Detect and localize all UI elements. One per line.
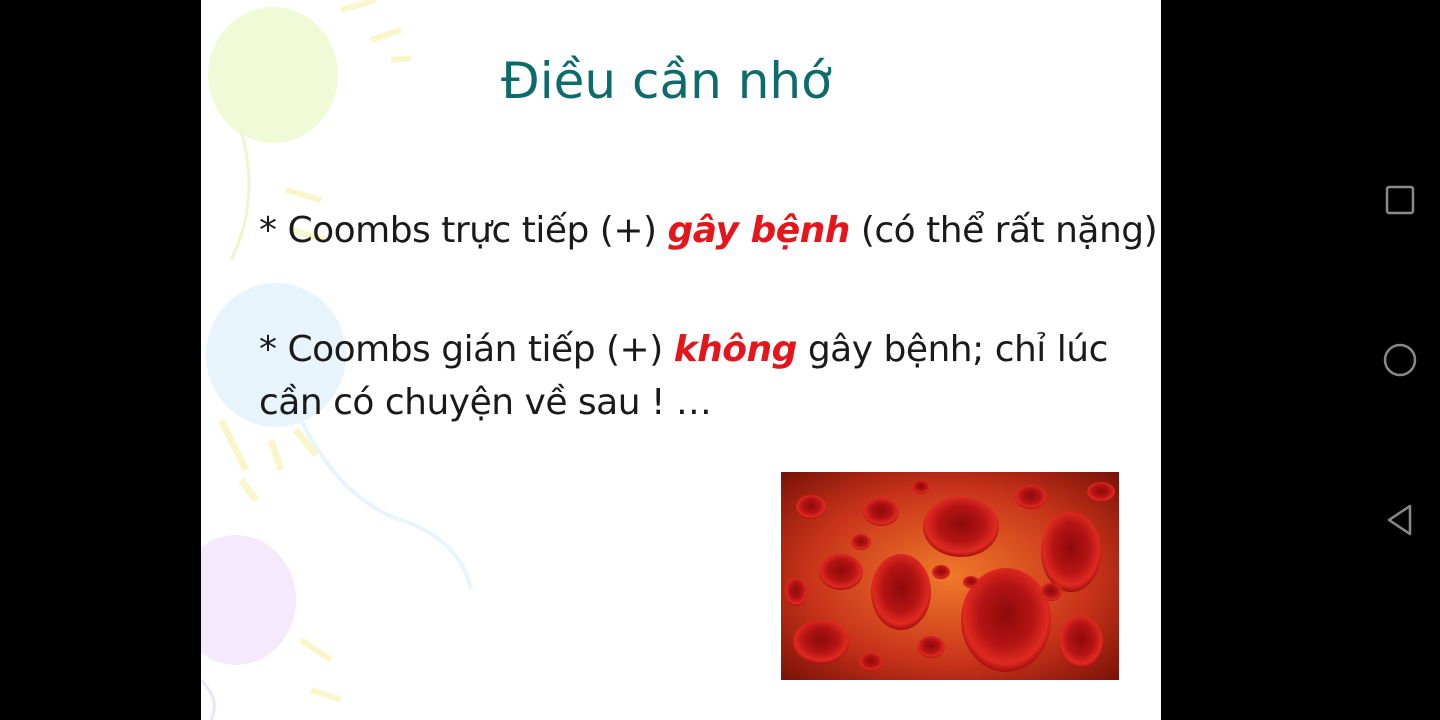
bullet-indirect-coombs: * Coombs gián tiếp (+) không gây bệnh; c…: [259, 329, 1108, 370]
back-button[interactable]: [1376, 496, 1424, 544]
home-icon: [1383, 343, 1417, 377]
android-navigation-bar: [1161, 0, 1440, 720]
recent-apps-button[interactable]: [1376, 176, 1424, 224]
bullet-indirect-coombs-line2: cần có chuyện về sau ! …: [259, 382, 712, 423]
bullet1-emphasis: gây bệnh: [667, 210, 850, 251]
balloon-decoration: [201, 0, 473, 720]
presentation-slide: Điều cần nhớ * Coombs trực tiếp (+) gây …: [201, 0, 1161, 720]
recent-apps-icon: [1385, 185, 1415, 215]
bullet1-prefix: * Coombs trực tiếp (+): [259, 210, 668, 251]
red-blood-cells-image: [781, 472, 1119, 680]
bullet2-prefix: * Coombs gián tiếp (+): [259, 329, 674, 370]
back-icon: [1387, 504, 1412, 536]
bullet1-suffix: (có thể rất nặng): [849, 210, 1158, 251]
bullet2-emphasis: không: [673, 329, 798, 370]
slide-title: Điều cần nhớ: [501, 52, 832, 110]
bullet2-suffix: gây bệnh; chỉ lúc: [796, 329, 1109, 370]
home-button[interactable]: [1376, 336, 1424, 384]
bullet-direct-coombs: * Coombs trực tiếp (+) gây bệnh (có thể …: [259, 210, 1158, 251]
